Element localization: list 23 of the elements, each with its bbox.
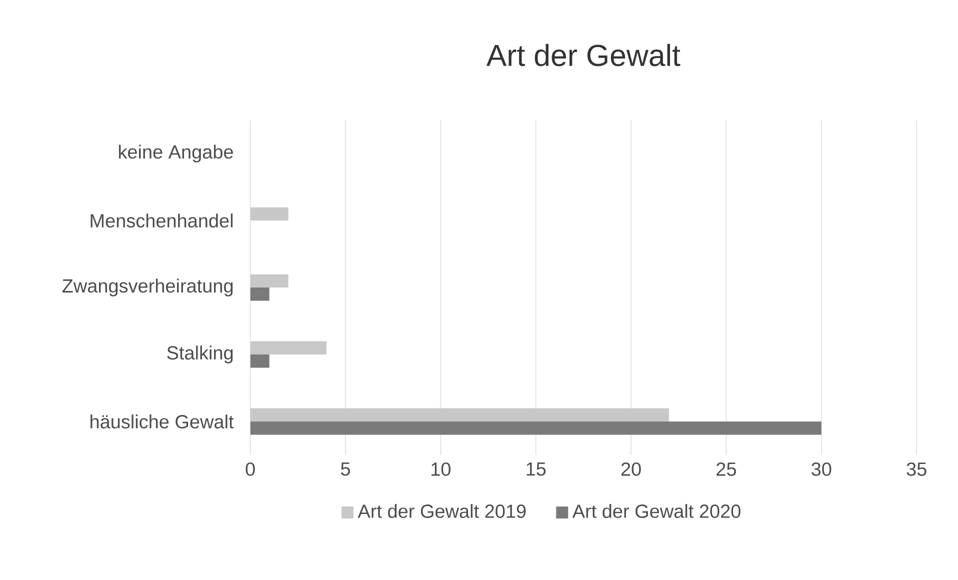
- bar: [250, 274, 288, 288]
- y-tick-label: Zwangsverheiratung: [62, 278, 233, 296]
- bar: [250, 341, 326, 355]
- chart-title: Art der Gewalt: [486, 44, 680, 66]
- bar: [250, 408, 670, 422]
- x-tick-label: 30: [812, 462, 832, 476]
- x-tick-label: 35: [906, 462, 926, 476]
- y-tick-label: keine Angabe: [119, 144, 233, 162]
- x-tick-label: 10: [432, 462, 450, 476]
- y-tick-label: Menschenhandel: [90, 214, 233, 228]
- x-tick-label: 5: [340, 462, 350, 476]
- legend-label: Art der Gewalt 2019: [358, 504, 526, 518]
- x-tick-label: 15: [526, 462, 546, 476]
- y-tick-label: Stalking: [167, 346, 233, 364]
- bar: [250, 288, 270, 301]
- x-tick-label: 20: [621, 462, 641, 476]
- y-tick-label: häusliche Gewalt: [90, 414, 234, 429]
- legend-label: Art der Gewalt 2020: [572, 504, 740, 518]
- x-tick-label: 0: [246, 462, 255, 476]
- bar: [250, 354, 270, 368]
- bar: [250, 422, 822, 435]
- bar: [250, 207, 288, 221]
- x-tick-label: 25: [716, 462, 736, 476]
